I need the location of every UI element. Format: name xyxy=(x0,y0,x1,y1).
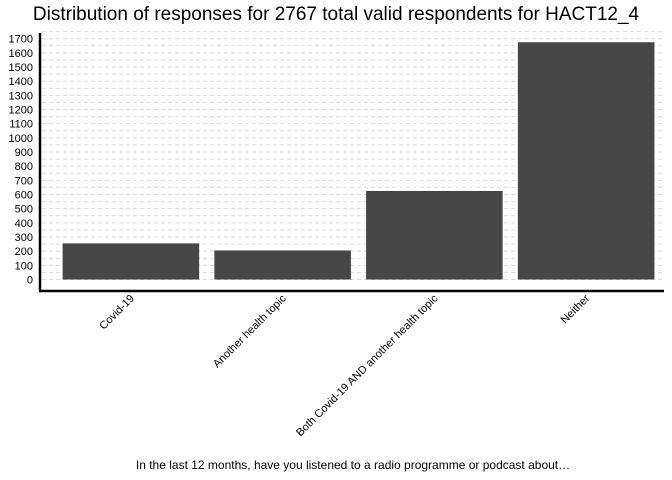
y-tick-label: 1400 xyxy=(9,76,33,88)
bar xyxy=(517,42,655,280)
x-tick-label: Covid-19 xyxy=(97,293,137,333)
y-tick-label: 700 xyxy=(15,175,33,187)
y-tick-label: 0 xyxy=(27,275,33,287)
bar xyxy=(214,250,351,280)
y-tick-label: 1600 xyxy=(9,48,33,60)
y-tick-label: 800 xyxy=(15,161,33,173)
y-tick-label: 1700 xyxy=(9,34,33,46)
y-tick-label: 600 xyxy=(15,190,33,202)
chart-title: Distribution of responses for 2767 total… xyxy=(32,4,640,25)
y-tick-labels: 0 100 200 300 400 500 600 700 800 900 1000 1100 1200… xyxy=(9,34,33,287)
y-tick-label: 500 xyxy=(15,204,33,216)
y-tick-label: 1200 xyxy=(9,105,33,117)
axes xyxy=(38,33,664,293)
x-tick-label: Another health topic xyxy=(211,292,289,370)
y-tick-label: 1300 xyxy=(9,90,33,102)
y-tick-label: 900 xyxy=(15,147,33,159)
bar xyxy=(366,190,503,280)
y-tick-label: 1500 xyxy=(9,62,33,74)
y-tick-label: 1000 xyxy=(9,133,33,145)
x-tick-label: Neither xyxy=(559,292,593,326)
x-tick-labels: Covid-19 Another health topic Both Covid-1… xyxy=(97,292,592,439)
x-axis-label: In the last 12 months, have you listened… xyxy=(135,458,571,472)
y-tick-label: 300 xyxy=(15,232,33,244)
y-tick-label: 400 xyxy=(15,218,33,230)
bars xyxy=(62,42,655,280)
bar xyxy=(62,243,200,280)
y-tick-label: 200 xyxy=(15,246,33,258)
y-tick-label: 1100 xyxy=(9,119,33,131)
y-tick-label: 100 xyxy=(15,260,33,272)
x-tick-label: Both Covid-19 AND another health topic xyxy=(294,292,441,439)
